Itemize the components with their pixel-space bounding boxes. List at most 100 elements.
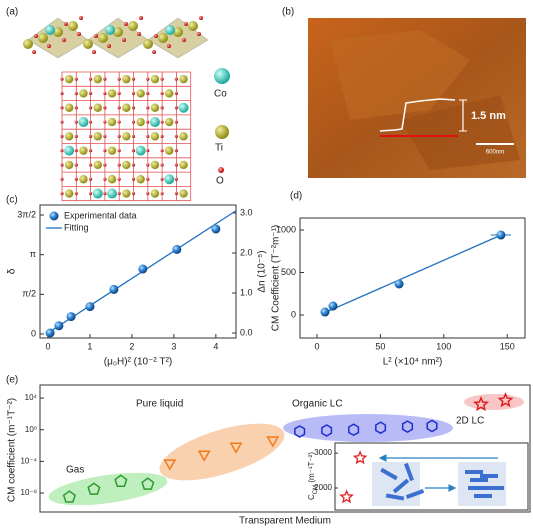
octahedra-layer (87, 17, 149, 59)
o-atom (89, 163, 93, 167)
ti-atom (128, 21, 138, 31)
ti-atom (79, 89, 88, 98)
lc-rod (480, 474, 498, 478)
o-atom (89, 106, 93, 110)
octahedra-layer (27, 17, 89, 59)
y-tick-label: 10⁴ (25, 393, 38, 402)
o-atom (197, 32, 201, 36)
legend-marker (49, 211, 59, 221)
ti-atom (150, 74, 160, 84)
o-atom (103, 106, 107, 110)
y2-tick-label: 0.0 (240, 327, 253, 337)
data-point (54, 321, 64, 331)
o-atom (32, 50, 36, 54)
y-tick-label: 500 (281, 267, 296, 277)
co-atom (105, 25, 115, 35)
ti-atom (122, 160, 131, 170)
data-point (426, 419, 438, 433)
data-point (62, 490, 76, 503)
lc-rod (486, 486, 504, 490)
o-atom (103, 120, 107, 124)
panel-label: (c) (6, 195, 18, 206)
legend-label: Fitting (64, 222, 89, 232)
data-point (229, 442, 243, 454)
inset-image (458, 462, 506, 506)
legend-co-atom (214, 68, 230, 84)
o-atom (131, 77, 136, 81)
o-atom (146, 106, 150, 110)
o-atom (74, 120, 78, 124)
crystal-structure (23, 16, 209, 202)
ti-atom (98, 33, 108, 43)
panel-label: (a) (6, 7, 18, 18)
legend-label: Experimental data (64, 210, 137, 220)
y2-axis-label: Δn (10⁻⁵) (257, 250, 268, 292)
data-point (85, 302, 95, 312)
o-atom (89, 134, 93, 138)
data-point (294, 425, 306, 438)
ti-atom (122, 189, 131, 198)
height-profile (379, 98, 456, 132)
data-point (472, 395, 490, 412)
x-axis-label: L² (×10⁴ nm²) (383, 357, 443, 368)
o-atom (60, 149, 64, 153)
o-atom (60, 163, 64, 167)
o-atom (152, 50, 156, 54)
legend-ti-atom (215, 125, 229, 139)
o-atom (89, 77, 93, 81)
ti-atom (150, 103, 160, 112)
o-atom (60, 91, 64, 96)
o-atom (60, 77, 64, 81)
x-axis-label: (μ₀H)² (10⁻² T²) (104, 357, 173, 368)
o-atom (117, 177, 121, 181)
o-atom (199, 16, 203, 20)
x-tick-label: 1 (87, 341, 92, 351)
co-atom (178, 102, 189, 113)
y-axis-label: δ (7, 268, 18, 274)
o-atom (139, 16, 143, 20)
data-point (328, 301, 338, 311)
data-point (496, 230, 506, 240)
y-tick-label: 10⁻⁴ (20, 456, 37, 465)
co-atom (164, 174, 175, 185)
y-tick-label: π (30, 249, 36, 259)
o-atom (60, 106, 64, 110)
co-atom (45, 25, 55, 35)
ti-atom (107, 89, 117, 98)
o-atom (34, 34, 38, 38)
y2-tick-label: 1.0 (240, 287, 253, 297)
o-atom (131, 91, 136, 96)
ti-atom (179, 132, 188, 141)
y-tick-label: 10⁻⁸ (21, 488, 38, 497)
y-axis-label: CM Coefficient (T⁻²m⁻¹) (271, 225, 282, 332)
o-atom (160, 134, 164, 138)
co-atom (107, 188, 118, 199)
o-atom (89, 120, 93, 124)
o-atom (174, 91, 178, 96)
o-atom (174, 177, 178, 181)
y-tick-label: π/2 (22, 289, 36, 299)
ti-atom (165, 89, 174, 98)
o-atom (117, 134, 121, 138)
ti-atom (179, 74, 188, 84)
o-atom (107, 44, 111, 48)
x-tick-label: 0 (45, 341, 50, 351)
data-point (87, 482, 101, 495)
o-atom (146, 134, 150, 138)
o-atom (79, 16, 83, 20)
o-atom (74, 149, 78, 153)
o-atom (174, 77, 178, 81)
o-atom (154, 34, 158, 38)
gas-ellipse (48, 472, 168, 506)
ti-atom (136, 175, 145, 184)
data-point (321, 424, 333, 437)
ti-atom (136, 117, 145, 127)
lc-rod (385, 493, 405, 501)
o-atom (74, 91, 78, 96)
ti-atom (150, 160, 160, 170)
co-atom (149, 117, 160, 128)
legend-o-atom (218, 167, 224, 173)
o-atom (137, 32, 141, 36)
lc-rod (405, 489, 425, 499)
